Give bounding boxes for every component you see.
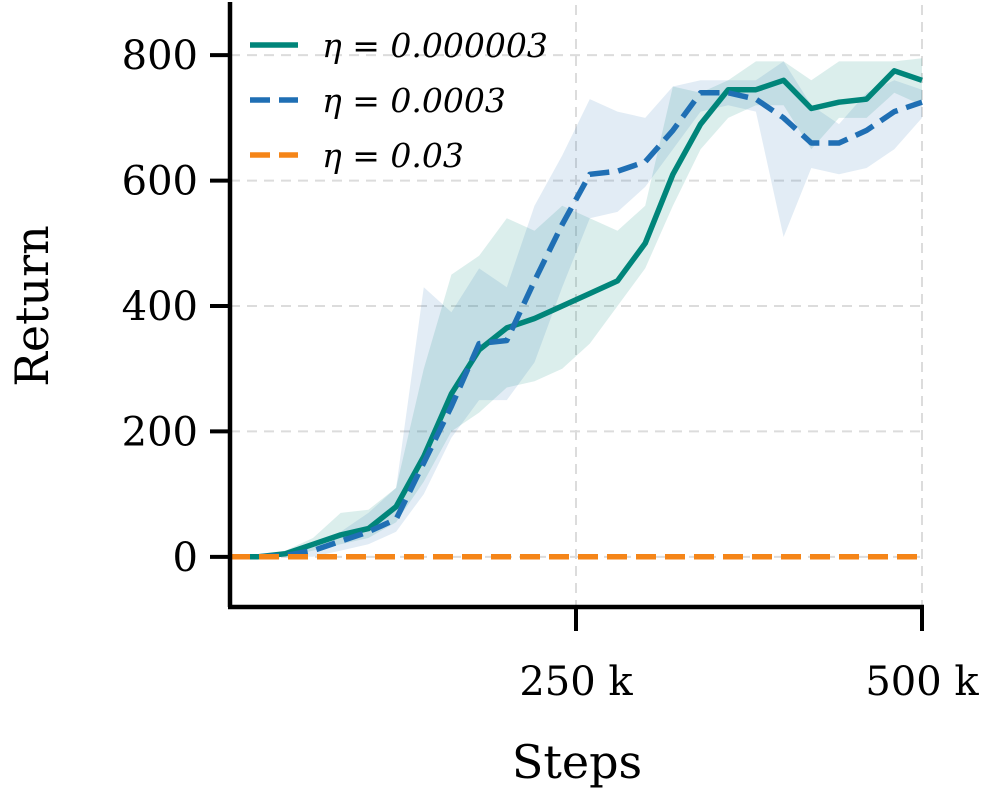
legend-label-0: η = 0.000003 bbox=[322, 26, 548, 65]
legend-label-2: η = 0.03 bbox=[322, 136, 464, 175]
x-tick-label-500k: 500 k bbox=[865, 659, 979, 705]
series-line-0 bbox=[230, 68, 923, 560]
y-tick-label-200: 200 bbox=[122, 409, 198, 455]
confidence-band-1 bbox=[230, 61, 922, 557]
ticks: 0 200 400 600 800 250 k 500 k bbox=[122, 33, 980, 705]
confidence-bands bbox=[230, 58, 922, 557]
y-tick-label-800: 800 bbox=[122, 33, 198, 79]
legend: η = 0.000003 η = 0.0003 η = 0.03 bbox=[250, 26, 548, 175]
series-line-1 bbox=[230, 90, 923, 560]
series-lines bbox=[230, 68, 923, 560]
y-tick-label-600: 600 bbox=[122, 159, 198, 205]
grid bbox=[230, 5, 923, 607]
confidence-band-0 bbox=[230, 58, 922, 557]
x-axis-label: Steps bbox=[512, 735, 642, 789]
y-tick-label-0: 0 bbox=[173, 535, 198, 581]
y-axis-label: Return bbox=[5, 225, 59, 387]
x-tick-label-250k: 250 k bbox=[519, 659, 633, 705]
y-tick-label-400: 400 bbox=[122, 284, 198, 330]
legend-label-1: η = 0.0003 bbox=[322, 81, 506, 120]
